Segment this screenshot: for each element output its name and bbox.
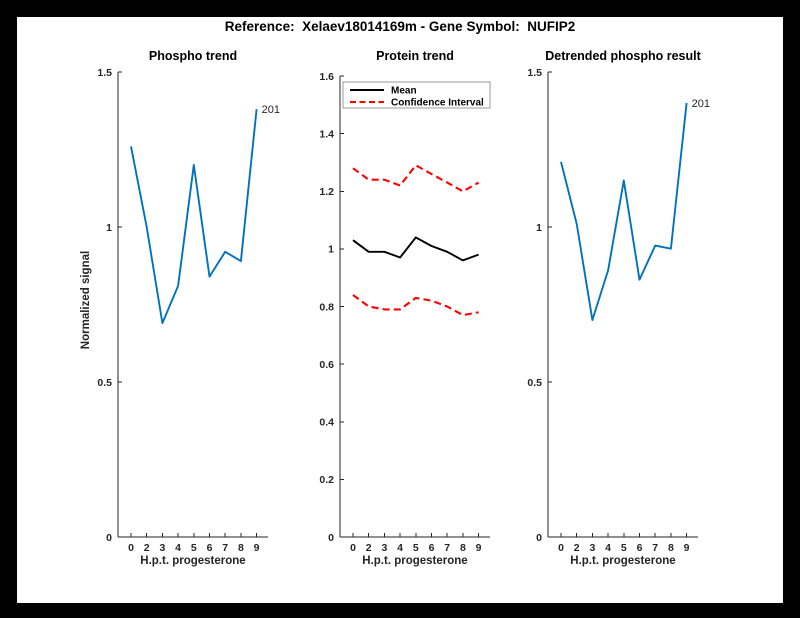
axes	[547, 71, 698, 538]
subplot-title-detrended-phospho: Detrended phospho result	[545, 49, 701, 63]
y-tick-label: 0.4	[319, 417, 334, 429]
subplot-title-protein-trend: Protein trend	[376, 49, 454, 63]
y-tick-label: 1	[536, 222, 542, 234]
series-confidence-upper	[352, 164, 480, 193]
x-tick-label: 9	[684, 542, 690, 554]
x-tick-label: 0	[128, 542, 134, 554]
x-tick-label: 8	[668, 542, 674, 554]
y-tick-label: 1.2	[319, 186, 334, 198]
x-tick-label: 2	[366, 542, 372, 554]
x-tick-label: 7	[444, 542, 450, 554]
x-tick-label: 7	[222, 542, 228, 554]
subplot-title-phospho-trend: Phospho trend	[148, 49, 238, 63]
x-tick-label: 7	[652, 542, 658, 554]
x-tick-label: 2	[144, 542, 150, 554]
series-group	[560, 102, 688, 321]
y-tick-label: 1.6	[319, 71, 334, 83]
x-axis-label-detrended: H.p.t. progesterone	[570, 555, 676, 567]
endpoint-label: 201	[262, 104, 280, 116]
x-tick-label: 5	[413, 542, 419, 554]
endpoint-label: 201	[692, 98, 710, 110]
series-group	[352, 164, 480, 317]
series-confidence-lower	[352, 294, 479, 317]
x-tick-label: 3	[159, 542, 165, 554]
y-tick-label: 0.5	[97, 377, 112, 389]
y-tick-label: 0.6	[319, 359, 334, 371]
x-tick-label: 3	[589, 542, 595, 554]
protein-trend-chart: 00.20.40.60.811.21.41.60 2 3 4 5 6 7 8 9MeanConf…	[319, 71, 491, 554]
legend-entry-label: Mean	[391, 86, 417, 97]
series-group	[130, 109, 258, 325]
x-tick-label: 6	[637, 542, 643, 554]
y-tick-label: 1	[106, 222, 112, 234]
y-tick-label: 0.8	[319, 301, 334, 313]
series-mean	[352, 236, 479, 262]
legend-box	[342, 81, 491, 109]
x-tick-label: 8	[460, 542, 466, 554]
x-axis-label-protein: H.p.t. progesterone	[362, 555, 468, 567]
y-tick-label: 0.2	[319, 474, 334, 486]
series-phospho-signal	[130, 109, 258, 325]
axes	[117, 71, 268, 538]
x-tick-label: 4	[175, 542, 181, 554]
x-tick-label: 6	[429, 542, 435, 554]
x-tick-label: 0	[350, 542, 356, 554]
y-tick-label: 0	[328, 532, 334, 544]
y-tick-label: 1.5	[97, 67, 112, 79]
x-tick-label: 6	[207, 542, 213, 554]
y-tick-label: 1.4	[319, 128, 334, 140]
axes	[339, 75, 490, 538]
x-tick-label: 2	[574, 542, 580, 554]
legend-entry-label: Confidence Interval	[391, 98, 484, 109]
x-axis-label-phospho: H.p.t. progesterone	[140, 555, 246, 567]
x-tick-label: 4	[605, 542, 611, 554]
x-tick-label: 4	[397, 542, 403, 554]
y-tick-label: 1	[328, 244, 334, 256]
x-tick-label: 9	[476, 542, 482, 554]
x-tick-label: 0	[558, 542, 564, 554]
y-tick-label: 0	[536, 532, 542, 544]
x-tick-label: 3	[381, 542, 387, 554]
x-tick-label: 8	[238, 542, 244, 554]
figure-title: Reference: Xelaev18014169m - Gene Symbol…	[224, 19, 576, 34]
y-tick-label: 1.5	[527, 67, 542, 79]
x-tick-label: 5	[191, 542, 197, 554]
y-tick-label: 0	[106, 532, 112, 544]
x-tick-label: 9	[254, 542, 260, 554]
y-axis-label: Normalized signal	[80, 250, 92, 350]
y-tick-label: 0.5	[527, 377, 542, 389]
x-tick-label: 5	[621, 542, 627, 554]
series-detrended-phospho	[560, 102, 688, 321]
